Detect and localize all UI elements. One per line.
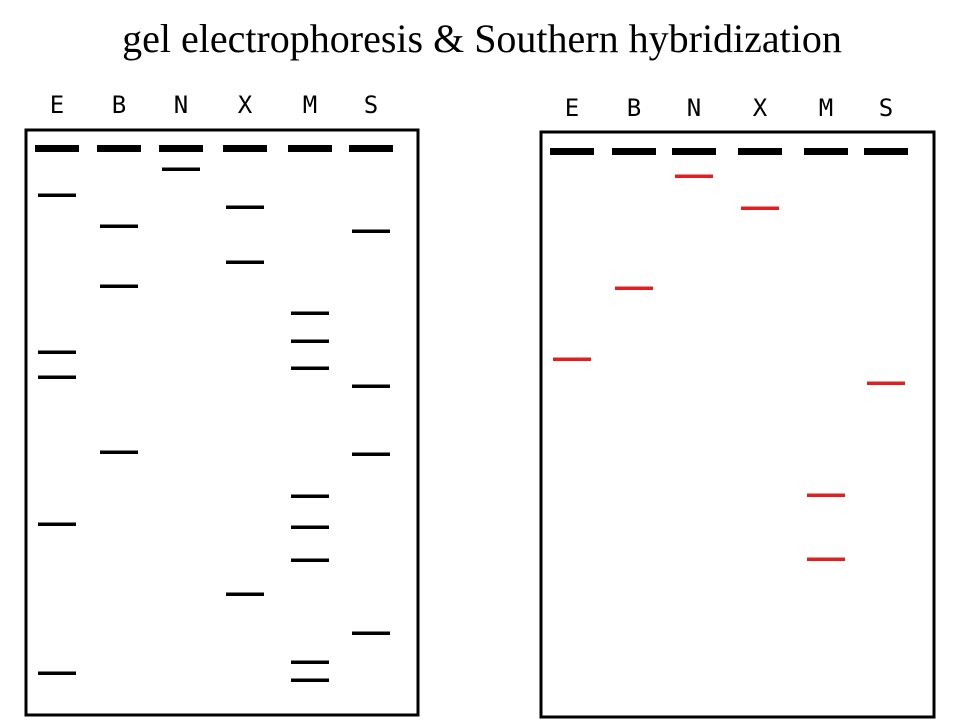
lane-label: E xyxy=(565,94,579,122)
band xyxy=(352,229,390,233)
lane-label: S xyxy=(879,94,893,122)
band xyxy=(352,452,390,456)
band xyxy=(291,339,329,343)
well xyxy=(550,148,594,155)
well xyxy=(864,148,908,155)
band xyxy=(291,311,329,315)
well xyxy=(223,145,267,152)
gel-electrophoresis xyxy=(24,128,420,717)
band xyxy=(807,493,845,497)
well xyxy=(349,145,393,152)
band xyxy=(100,284,138,288)
lane-label: E xyxy=(50,91,64,119)
well xyxy=(804,148,848,155)
band xyxy=(162,167,200,171)
well xyxy=(612,148,656,155)
band xyxy=(100,224,138,228)
lane-label: N xyxy=(687,94,701,122)
band xyxy=(615,286,653,290)
well xyxy=(35,145,79,152)
well xyxy=(738,148,782,155)
band xyxy=(38,375,76,379)
well xyxy=(97,145,141,152)
band xyxy=(100,450,138,454)
band xyxy=(553,357,591,361)
lane-label: M xyxy=(303,91,317,119)
band xyxy=(38,350,76,354)
gel-southern xyxy=(539,130,936,719)
well xyxy=(288,145,332,152)
band xyxy=(291,678,329,682)
band xyxy=(867,381,905,385)
band xyxy=(226,205,264,209)
band xyxy=(291,525,329,529)
band xyxy=(226,592,264,596)
well xyxy=(159,145,203,152)
band xyxy=(352,631,390,635)
lane-label: B xyxy=(627,94,641,122)
band xyxy=(807,557,845,561)
band xyxy=(291,494,329,498)
lane-label: N xyxy=(174,91,188,119)
band xyxy=(675,174,713,178)
band xyxy=(291,366,329,370)
well xyxy=(672,148,716,155)
title: gel electrophoresis & Southern hybridiza… xyxy=(122,16,842,61)
lane-label: X xyxy=(238,91,253,119)
lane-label: X xyxy=(753,94,768,122)
band xyxy=(291,660,329,664)
band xyxy=(38,522,76,526)
band xyxy=(352,384,390,388)
lane-label: B xyxy=(112,91,126,119)
band xyxy=(291,558,329,562)
band xyxy=(38,671,76,675)
lane-label: S xyxy=(364,91,378,119)
band xyxy=(741,206,779,210)
lane-label: M xyxy=(819,94,833,122)
band xyxy=(38,193,76,197)
band xyxy=(226,260,264,264)
